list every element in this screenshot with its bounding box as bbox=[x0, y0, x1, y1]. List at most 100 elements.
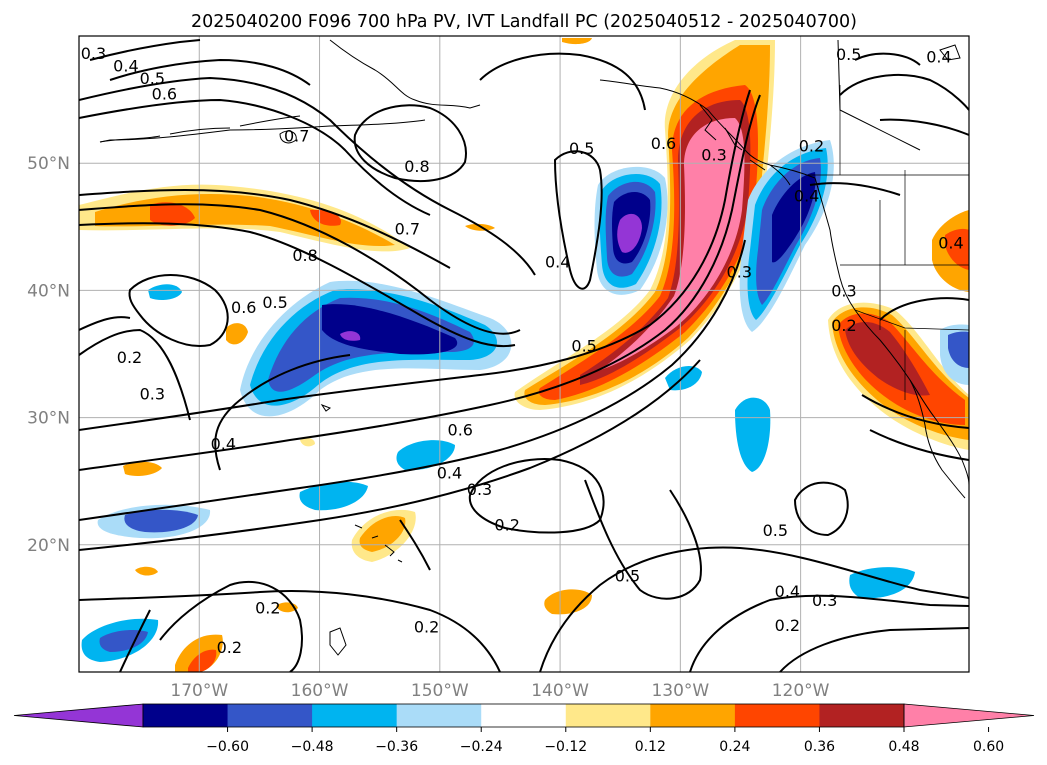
pv-contour-high-ring bbox=[128, 274, 229, 347]
aleutian-islands bbox=[99, 115, 301, 143]
pv-contour-jet-1 bbox=[79, 89, 751, 431]
contour-label: 0.3 bbox=[140, 385, 165, 404]
contour-label: 0.3 bbox=[81, 44, 106, 63]
pv-contour-west-high-3 bbox=[79, 189, 451, 269]
contour-label: 0.8 bbox=[404, 157, 429, 176]
contour-label: 0.6 bbox=[231, 298, 256, 317]
pv-contour-north-2 bbox=[79, 98, 431, 216]
lon-label: 160°W bbox=[291, 681, 349, 701]
contour-label: 0.5 bbox=[615, 567, 640, 586]
pv-contour-west-south-2 bbox=[79, 316, 131, 331]
pv-contour-east-2 bbox=[854, 52, 921, 66]
contour-label: 0.2 bbox=[494, 516, 519, 535]
lon-label: 140°W bbox=[531, 681, 589, 701]
colorbar-tick-label: 0.60 bbox=[973, 739, 1004, 755]
pv-contour-north bbox=[79, 76, 536, 276]
contour-label: 0.8 bbox=[292, 246, 317, 265]
positive-anomaly-california-core bbox=[845, 321, 930, 396]
negative-anomaly-small-4-core bbox=[99, 630, 148, 652]
pv-contour-south-3 bbox=[689, 594, 969, 672]
negative-anomaly-northeast-core bbox=[772, 172, 816, 263]
colorbar-tick-label: −0.36 bbox=[375, 739, 418, 755]
pv-contour-hawaii bbox=[399, 519, 431, 571]
positive-anomaly-small-1-core bbox=[359, 516, 406, 552]
colorbar-tick-label: −0.60 bbox=[206, 739, 249, 755]
coastlines bbox=[99, 39, 969, 656]
alaska-coast bbox=[99, 39, 481, 143]
pv-contour-east-4 bbox=[879, 297, 969, 321]
contour-label: 0.3 bbox=[727, 263, 752, 282]
negative-anomaly-central-core bbox=[322, 304, 458, 355]
arctic-islands bbox=[279, 44, 961, 144]
colorbar-tick-label: −0.12 bbox=[544, 739, 587, 755]
negative-anomaly-central-peak bbox=[340, 331, 361, 341]
contour-label: 0.3 bbox=[831, 282, 856, 301]
contour-label: 0.4 bbox=[211, 434, 236, 453]
contour-labels: 0.30.40.50.60.70.80.70.80.6 0.50.20.30.40… bbox=[81, 44, 964, 657]
colorbar-tick-label: −0.24 bbox=[460, 739, 503, 755]
colorbar-arrow-high bbox=[903, 703, 1035, 728]
pv-contour-subtropical bbox=[214, 354, 351, 471]
contour-label: 0.5 bbox=[836, 45, 861, 64]
colorbar-bin bbox=[650, 704, 736, 727]
pv-contour-ridge-2 bbox=[553, 150, 603, 290]
colorbar-bin bbox=[819, 704, 905, 727]
pv-contour-trough-2 bbox=[119, 609, 151, 672]
figure-title: 2025040200 F096 700 hPa PV, IVT Landfall… bbox=[191, 12, 857, 32]
lon-label: 130°W bbox=[651, 681, 709, 701]
negative-anomaly-small-5 bbox=[735, 397, 771, 472]
contour-label: 0.6 bbox=[651, 134, 676, 153]
pv-contour-trough bbox=[159, 580, 303, 672]
contour-label: 0.2 bbox=[117, 348, 142, 367]
contour-label: 0.6 bbox=[152, 85, 177, 104]
colorbar-bin bbox=[227, 704, 313, 727]
contour-label: 0.7 bbox=[284, 126, 309, 145]
pv-contour-jet-4 bbox=[79, 359, 701, 551]
contour-label: 0.2 bbox=[414, 617, 439, 636]
negative-anomaly-small-1 bbox=[396, 440, 455, 471]
contour-label: 0.3 bbox=[812, 591, 837, 610]
contour-label: 0.5 bbox=[571, 336, 596, 355]
lat-label: 30°N bbox=[27, 409, 70, 429]
colorbar-tick-label: 0.48 bbox=[888, 739, 919, 755]
contour-label: 0.7 bbox=[395, 219, 420, 238]
map-frame bbox=[78, 35, 970, 673]
pv-contour-east-7 bbox=[861, 394, 969, 429]
pv-contour-east-3 bbox=[879, 118, 969, 136]
colorbar-frame bbox=[142, 703, 905, 728]
contour-label: 0.4 bbox=[437, 464, 462, 483]
pv-contour-ridge bbox=[479, 52, 646, 111]
colorbar-bin bbox=[481, 704, 567, 727]
contour-label: 0.2 bbox=[255, 598, 280, 617]
contour-label: 0.4 bbox=[926, 48, 951, 67]
contour-label: 0.4 bbox=[938, 233, 963, 252]
pv-contour-north-4 bbox=[109, 58, 311, 86]
colorbar-tick-label: 0.24 bbox=[719, 739, 750, 755]
map-panel: 0.30.40.50.60.70.80.70.80.6 0.50.20.30.40… bbox=[78, 35, 970, 673]
contour-label: 0.5 bbox=[763, 521, 788, 540]
positive-anomaly-small-9 bbox=[562, 38, 592, 45]
alaska-canada-border bbox=[837, 39, 921, 151]
colorbar-bin bbox=[143, 704, 229, 727]
positive-anomaly-small-5 bbox=[226, 323, 248, 345]
lon-label: 150°W bbox=[411, 681, 469, 701]
colorbar-tick-label: 0.12 bbox=[635, 739, 666, 755]
colorbar-bin bbox=[565, 704, 651, 727]
pv-contour-jet-3 bbox=[79, 239, 746, 521]
contour-label: 0.4 bbox=[545, 252, 570, 271]
positive-anomaly-small-3-core bbox=[188, 649, 217, 672]
positive-anomaly-east-core bbox=[945, 228, 969, 270]
contour-label: 0.5 bbox=[140, 69, 165, 88]
positive-anomaly-river-core bbox=[600, 118, 745, 370]
lon-label: 170°W bbox=[170, 681, 228, 701]
pv-contour-low-ring-2 bbox=[793, 481, 849, 537]
colorbar: −0.60 −0.48 −0.36 −0.24 −0.12 0.12 0.24 0.36 0.4… bbox=[13, 703, 1035, 755]
contour-label: 0.2 bbox=[831, 316, 856, 335]
negative-anomaly-small-2 bbox=[299, 481, 368, 511]
contour-label: 0.4 bbox=[113, 57, 138, 76]
lat-label: 40°N bbox=[27, 281, 70, 301]
positive-anomaly-small-8 bbox=[135, 566, 158, 576]
contour-label: 0.4 bbox=[794, 186, 819, 205]
pv-contour-south bbox=[79, 590, 501, 672]
